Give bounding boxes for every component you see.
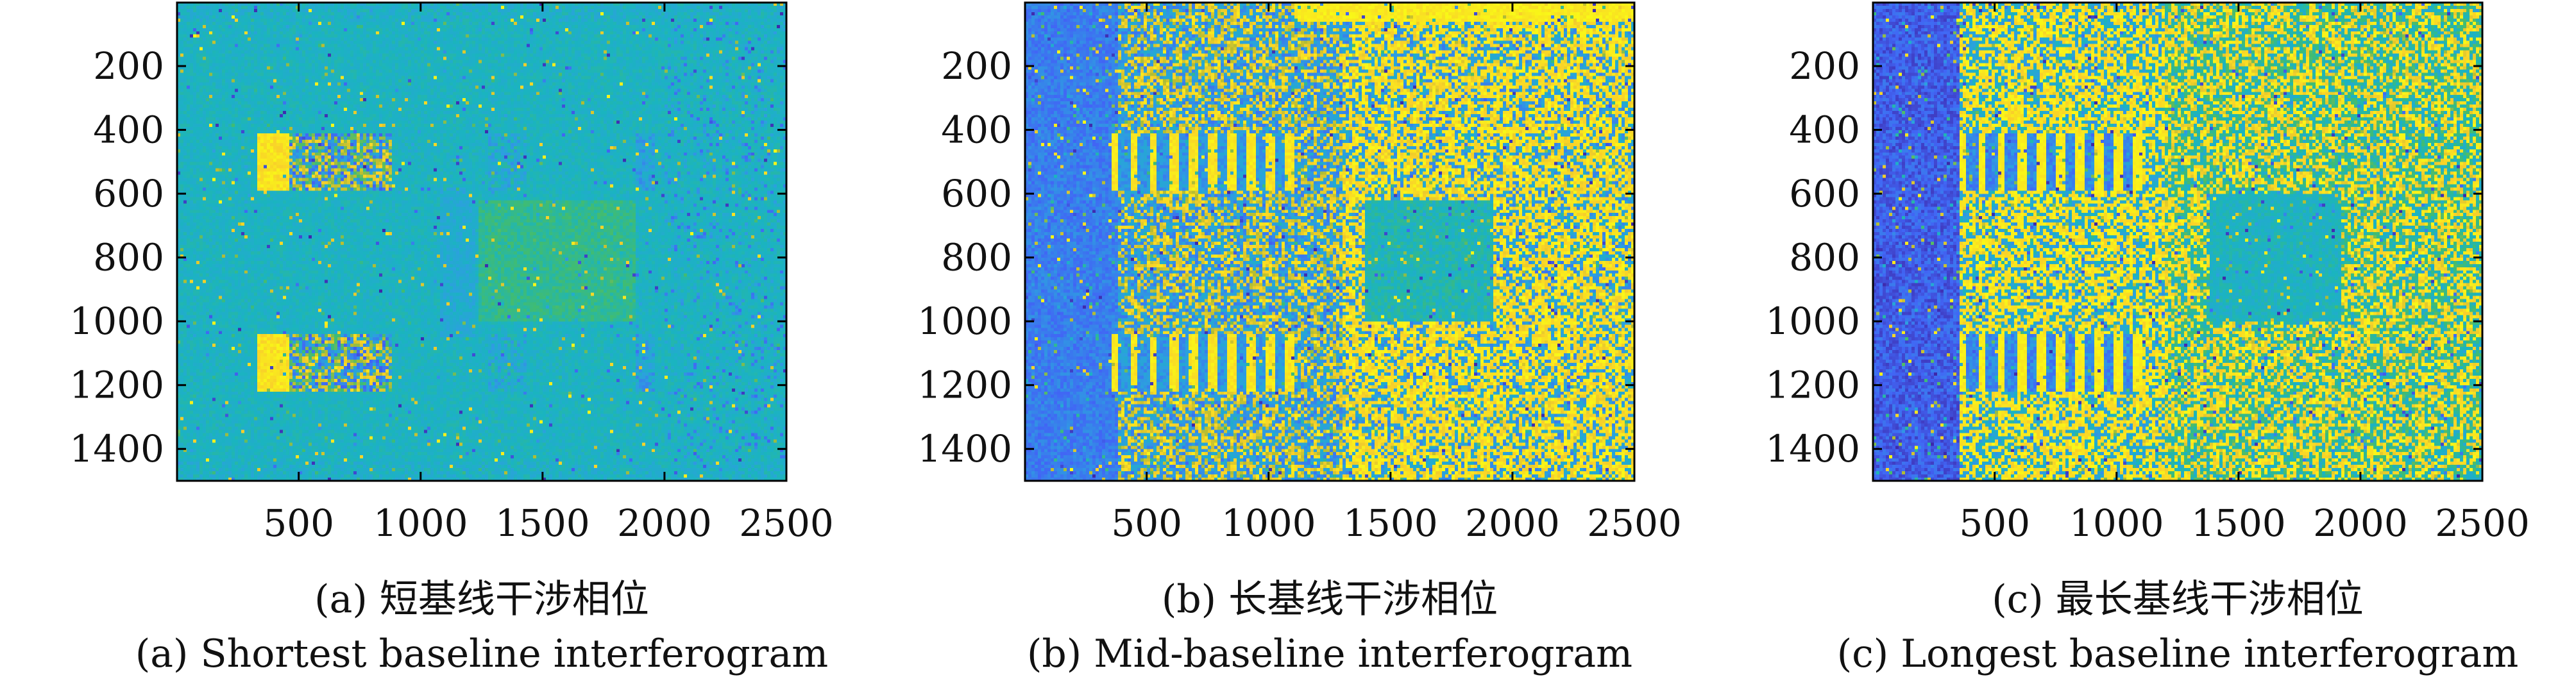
y-tick-label: 600 xyxy=(941,172,1012,215)
panel-c: 200 400 600 800 1000 1200 1400 500 1000 1500 2000 2… xyxy=(1765,3,2529,676)
y-tick-label: 600 xyxy=(1789,172,1860,215)
y-tick-label: 200 xyxy=(93,44,164,88)
caption-cn-b: (b) 长基线干涉相位 xyxy=(1162,577,1498,622)
caption-en-c: (c) Longest baseline interferogram xyxy=(1837,631,2518,676)
heatmap-b xyxy=(1025,3,1635,481)
y-tick-label: 1200 xyxy=(1765,364,1860,407)
x-tick-label: 2500 xyxy=(2435,501,2530,545)
caption-cn-c: (c) 最长基线干涉相位 xyxy=(1992,577,2364,622)
x-tick-label: 1000 xyxy=(1221,501,1316,545)
x-tick-label: 500 xyxy=(1111,501,1182,545)
panel-a: 200 400 600 800 1000 1200 1400 500 1000 1500 2000 2… xyxy=(69,3,833,676)
y-tick-label: 1400 xyxy=(917,427,1012,471)
x-tick-label: 500 xyxy=(1959,501,2030,545)
heatmap-c xyxy=(1873,3,2483,481)
y-tick-label: 1400 xyxy=(1765,427,1860,471)
y-tick-label: 1000 xyxy=(1765,299,1860,343)
x-tick-label: 1500 xyxy=(1343,501,1438,545)
y-tick-label: 1000 xyxy=(69,299,164,343)
x-tick-label: 1000 xyxy=(2069,501,2164,545)
y-tick-label: 400 xyxy=(941,108,1012,152)
x-tick-label: 1500 xyxy=(2191,501,2286,545)
heatmap-a xyxy=(177,3,787,481)
caption-en-a: (a) Shortest baseline interferogram xyxy=(135,631,828,676)
y-tick-label: 400 xyxy=(1789,108,1860,152)
y-tick-label: 1000 xyxy=(917,299,1012,343)
y-tick-label: 1400 xyxy=(69,427,164,471)
y-tick-label: 800 xyxy=(941,236,1012,280)
x-tick-label: 1000 xyxy=(373,501,468,545)
x-tick-label: 2500 xyxy=(1587,501,1682,545)
y-tick-label: 800 xyxy=(1789,236,1860,280)
y-tick-label: 200 xyxy=(941,44,1012,88)
panel-b: 200 400 600 800 1000 1200 1400 500 1000 1500 2000 2… xyxy=(917,3,1681,676)
x-tick-label: 2000 xyxy=(2313,501,2408,545)
x-tick-label: 1500 xyxy=(495,501,590,545)
y-tick-label: 1200 xyxy=(917,364,1012,407)
caption-cn-a: (a) 短基线干涉相位 xyxy=(314,577,649,622)
y-tick-label: 1200 xyxy=(69,364,164,407)
x-tick-label: 500 xyxy=(263,501,334,545)
y-tick-label: 800 xyxy=(93,236,164,280)
caption-en-b: (b) Mid-baseline interferogram xyxy=(1027,631,1632,676)
x-tick-label: 2000 xyxy=(617,501,712,545)
y-tick-label: 600 xyxy=(93,172,164,215)
x-tick-label: 2500 xyxy=(739,501,834,545)
y-tick-label: 200 xyxy=(1789,44,1860,88)
y-tick-label: 400 xyxy=(93,108,164,152)
x-tick-label: 2000 xyxy=(1465,501,1560,545)
